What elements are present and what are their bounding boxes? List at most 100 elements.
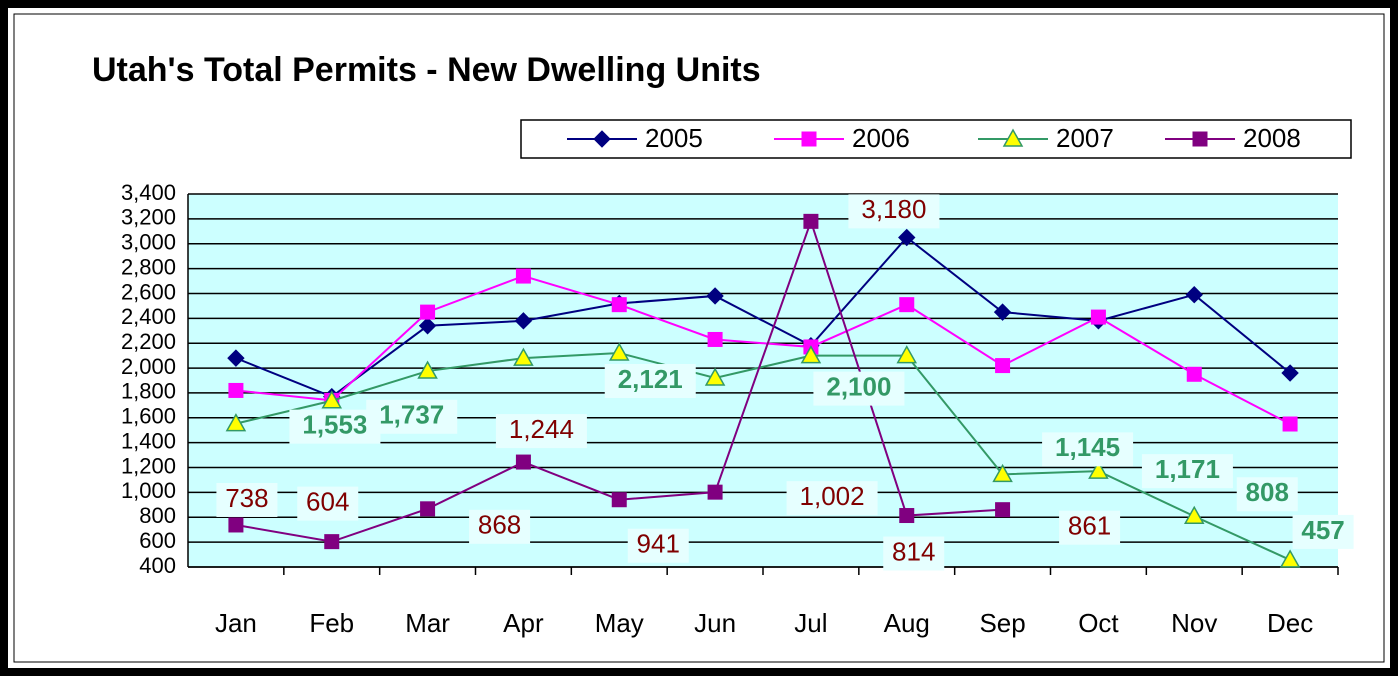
point	[1281, 364, 1299, 382]
y-tick-label: 600	[139, 528, 176, 553]
x-tick-label: Jan	[215, 608, 257, 638]
legend-marker	[801, 131, 817, 147]
y-tick-label: 800	[139, 503, 176, 528]
point	[993, 303, 1012, 321]
point	[896, 345, 918, 364]
data-label-bg	[1042, 432, 1134, 467]
data-label: 814	[892, 536, 935, 566]
point	[1279, 549, 1301, 568]
plot-area	[188, 194, 1338, 567]
data-label: 738	[225, 483, 268, 513]
series-line	[235, 352, 1291, 561]
point	[324, 534, 340, 550]
x-tick-label: Apr	[503, 608, 544, 638]
x-tick-label: Jul	[794, 608, 827, 638]
data-label-bg	[786, 481, 878, 516]
legend-label: 2006	[852, 123, 910, 153]
y-tick-label: 2,800	[121, 254, 176, 279]
data-label: 1,171	[1155, 454, 1220, 484]
point	[1282, 416, 1298, 432]
point	[899, 297, 915, 313]
data-label: 1,737	[379, 400, 444, 430]
x-tick-label: Mar	[405, 608, 450, 638]
legend-marker	[1002, 128, 1024, 147]
y-tick-label: 3,400	[121, 180, 176, 205]
data-label-bg	[604, 364, 696, 399]
point	[800, 345, 822, 364]
y-tick-label: 1,600	[121, 404, 176, 429]
x-tick-label: May	[595, 608, 644, 638]
data-label-bg	[1059, 510, 1121, 545]
legend-label: 2008	[1243, 123, 1301, 153]
y-tick-label: 400	[139, 553, 176, 578]
y-tick-label: 3,200	[121, 205, 176, 230]
point	[227, 349, 245, 367]
point	[420, 501, 436, 517]
point	[992, 463, 1013, 483]
point	[418, 317, 437, 335]
data-label-bg	[883, 536, 945, 571]
data-label-bg	[289, 409, 381, 444]
data-label: 457	[1301, 515, 1344, 545]
data-label-bg	[216, 482, 278, 517]
point	[1183, 505, 1205, 525]
inner-frame	[13, 13, 1385, 663]
data-label-bg	[469, 509, 531, 544]
data-label: 808	[1246, 477, 1289, 507]
point	[515, 454, 531, 470]
series-line	[235, 275, 1291, 425]
y-tick-label: 1,200	[121, 453, 176, 478]
data-label-bg	[366, 399, 458, 434]
y-tick-label: 1,800	[121, 379, 176, 404]
legend-marker	[1192, 131, 1208, 147]
data-label: 1,553	[302, 410, 367, 440]
data-label-bg	[495, 414, 587, 449]
y-tick-label: 3,000	[121, 230, 176, 255]
point	[803, 213, 819, 229]
legend-marker	[593, 130, 611, 148]
data-label: 1,244	[509, 414, 574, 444]
data-label: 604	[306, 487, 349, 517]
point	[1185, 286, 1203, 304]
data-label-bg	[848, 194, 940, 229]
point	[706, 287, 724, 305]
point	[995, 502, 1011, 518]
data-label-bg	[1141, 454, 1233, 489]
data-label-bg	[813, 371, 905, 406]
point	[515, 268, 531, 284]
y-tick-label: 2,600	[121, 279, 176, 304]
x-tick-label: Dec	[1267, 608, 1313, 638]
y-tick-label: 1,400	[121, 428, 176, 453]
chart-title: Utah's Total Permits - New Dwelling Unit…	[92, 51, 761, 89]
y-tick-label: 1,000	[121, 478, 176, 503]
data-label: 1,002	[800, 481, 865, 511]
point	[228, 382, 244, 398]
point	[1090, 309, 1106, 325]
point	[1186, 366, 1202, 382]
point	[225, 413, 247, 432]
point	[417, 360, 438, 379]
point	[898, 228, 916, 247]
point	[514, 312, 533, 330]
data-label: 2,100	[826, 372, 891, 402]
y-tick-label: 2,200	[121, 329, 176, 354]
x-tick-label: Feb	[309, 608, 354, 638]
y-tick-label: 2,400	[121, 304, 176, 329]
x-tick-label: Jun	[694, 608, 736, 638]
data-label-bg	[297, 486, 359, 521]
point	[420, 304, 436, 320]
point	[704, 367, 726, 386]
x-tick-label: Oct	[1078, 608, 1119, 638]
legend-label: 2007	[1056, 123, 1114, 153]
point	[611, 492, 627, 508]
data-label-bg	[1236, 477, 1298, 512]
data-label: 941	[637, 529, 680, 559]
legend-label: 2005	[645, 123, 703, 153]
point	[707, 484, 723, 500]
point	[899, 508, 915, 524]
x-tick-label: Aug	[884, 608, 930, 638]
point	[608, 342, 630, 361]
x-tick-label: Nov	[1171, 608, 1217, 638]
point	[1088, 460, 1109, 479]
point	[707, 331, 723, 347]
